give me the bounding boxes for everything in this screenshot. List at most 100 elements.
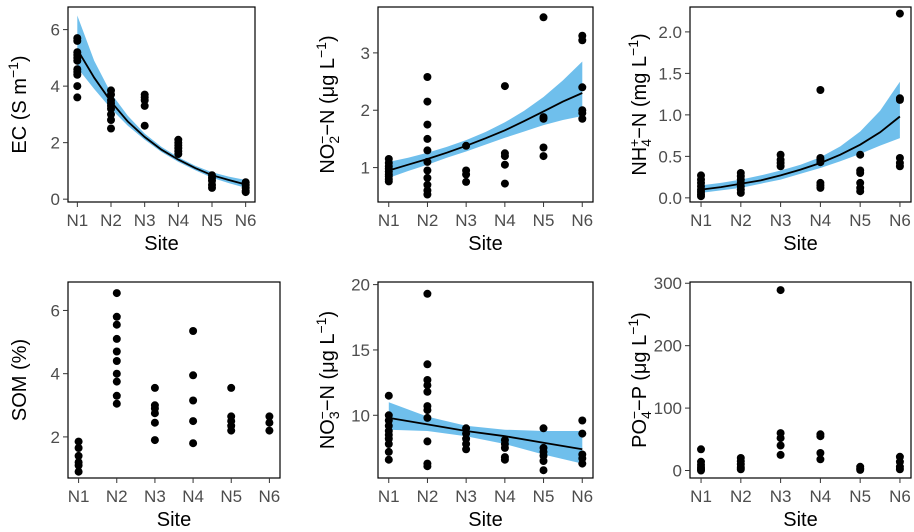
data-point — [107, 124, 115, 133]
x-tick-label: N2 — [100, 211, 122, 230]
y-axis-title: NH4+−N (mg L−1) — [625, 33, 654, 175]
x-tick-label: N5 — [533, 211, 555, 230]
data-point — [895, 465, 904, 474]
data-point — [895, 9, 904, 18]
data-point — [462, 177, 471, 186]
x-tick-label: N5 — [533, 487, 555, 506]
data-point — [423, 289, 432, 298]
x-tick-label: N3 — [134, 211, 156, 230]
data-point — [112, 334, 121, 343]
data-point — [816, 432, 825, 441]
data-point — [816, 455, 825, 464]
data-point — [140, 121, 149, 130]
data-point — [539, 13, 548, 22]
data-point — [776, 286, 785, 295]
data-point — [776, 450, 785, 459]
data-point — [74, 437, 83, 446]
confidence-band — [701, 81, 900, 193]
panel-6: 0 100 200 300 N1 N2 N3 N4 N5 N6 Site PO4−−P (μg L−1… — [625, 274, 912, 531]
data-point — [816, 449, 825, 457]
x-tick-label: N6 — [889, 211, 911, 230]
x-tick-label: N4 — [810, 487, 832, 506]
x-tick-label: N4 — [494, 487, 516, 506]
x-tick-label: N2 — [106, 487, 128, 506]
x-axis-title: Site — [157, 509, 191, 531]
data-point — [539, 152, 548, 161]
data-point — [384, 177, 393, 186]
y-tick-label: 200 — [654, 337, 682, 356]
data-point — [423, 146, 432, 155]
data-point — [423, 97, 432, 106]
y-axis-title: PO4−−P (μg L−1) — [625, 312, 654, 448]
data-point — [539, 424, 548, 433]
x-tick-label: N1 — [690, 211, 712, 230]
panel-5: 10 15 20 N1 N2 N3 N4 N5 N6 Site NO3−−N (μg L−1) — [313, 276, 594, 531]
x-axis-title: Site — [783, 509, 817, 531]
x-tick-label: N4 — [494, 211, 516, 230]
x-tick-label: N6 — [571, 487, 593, 506]
data-point — [776, 162, 785, 171]
x-tick-label: N3 — [144, 487, 166, 506]
data-point — [150, 409, 159, 418]
data-point — [112, 377, 121, 386]
y-tick-label: 10 — [351, 406, 370, 425]
data-point — [423, 381, 432, 390]
data-point — [856, 150, 865, 159]
data-point — [697, 192, 705, 201]
data-point — [856, 187, 865, 196]
x-tick-label: N2 — [730, 211, 752, 230]
y-tick-label: 15 — [351, 341, 370, 360]
data-point — [816, 86, 825, 94]
data-point — [500, 179, 509, 188]
x-tick-label: N3 — [770, 211, 792, 230]
x-axis-title: Site — [783, 233, 817, 255]
fit-line — [76, 48, 246, 186]
data-point — [112, 347, 121, 356]
data-point — [423, 173, 432, 182]
data-point — [112, 399, 121, 408]
x-tick-label: N1 — [378, 487, 400, 506]
confidence-band — [77, 15, 246, 188]
panel-frame — [689, 281, 912, 479]
data-point — [150, 383, 159, 392]
data-point — [776, 434, 785, 443]
data-point — [856, 169, 865, 177]
data-point — [140, 96, 149, 105]
fit-line — [388, 92, 583, 172]
y-tick-label: 3 — [361, 44, 370, 63]
panel-frame — [67, 6, 256, 203]
x-tick-label: N4 — [182, 487, 204, 506]
panel-frame — [377, 281, 594, 479]
data-point — [500, 160, 509, 169]
x-tick-label: N6 — [259, 487, 281, 506]
x-axis-title: Site — [144, 233, 178, 255]
y-tick-label: 4 — [51, 365, 60, 384]
data-point — [423, 166, 432, 175]
panel-frame — [377, 6, 594, 203]
data-point — [241, 188, 250, 197]
data-point — [112, 289, 121, 298]
y-tick-label: 2.0 — [658, 23, 682, 42]
data-point — [384, 455, 393, 464]
y-axis-title: EC (S m−1) — [5, 55, 31, 153]
data-point — [423, 406, 432, 415]
data-point — [776, 441, 785, 450]
data-point — [578, 416, 587, 425]
y-tick-label: 20 — [351, 276, 370, 295]
x-tick-label: N6 — [235, 211, 257, 230]
data-point — [265, 412, 274, 421]
y-tick-label: 2 — [361, 101, 370, 120]
data-point — [539, 114, 548, 123]
data-point — [107, 110, 115, 119]
data-point — [189, 439, 198, 448]
y-tick-label: 0.0 — [658, 189, 682, 208]
panel-4: 2 4 6 N1 N2 N3 N4 N5 N6 Site SOM (%) — [9, 281, 281, 531]
y-tick-label: 1 — [361, 159, 370, 178]
data-point — [578, 109, 587, 118]
x-tick-label: N3 — [770, 487, 792, 506]
data-point — [736, 188, 745, 197]
data-point — [423, 413, 432, 422]
y-tick-label: 6 — [51, 301, 60, 320]
x-tick-label: N1 — [690, 487, 712, 506]
x-tick-label: N4 — [167, 211, 189, 230]
